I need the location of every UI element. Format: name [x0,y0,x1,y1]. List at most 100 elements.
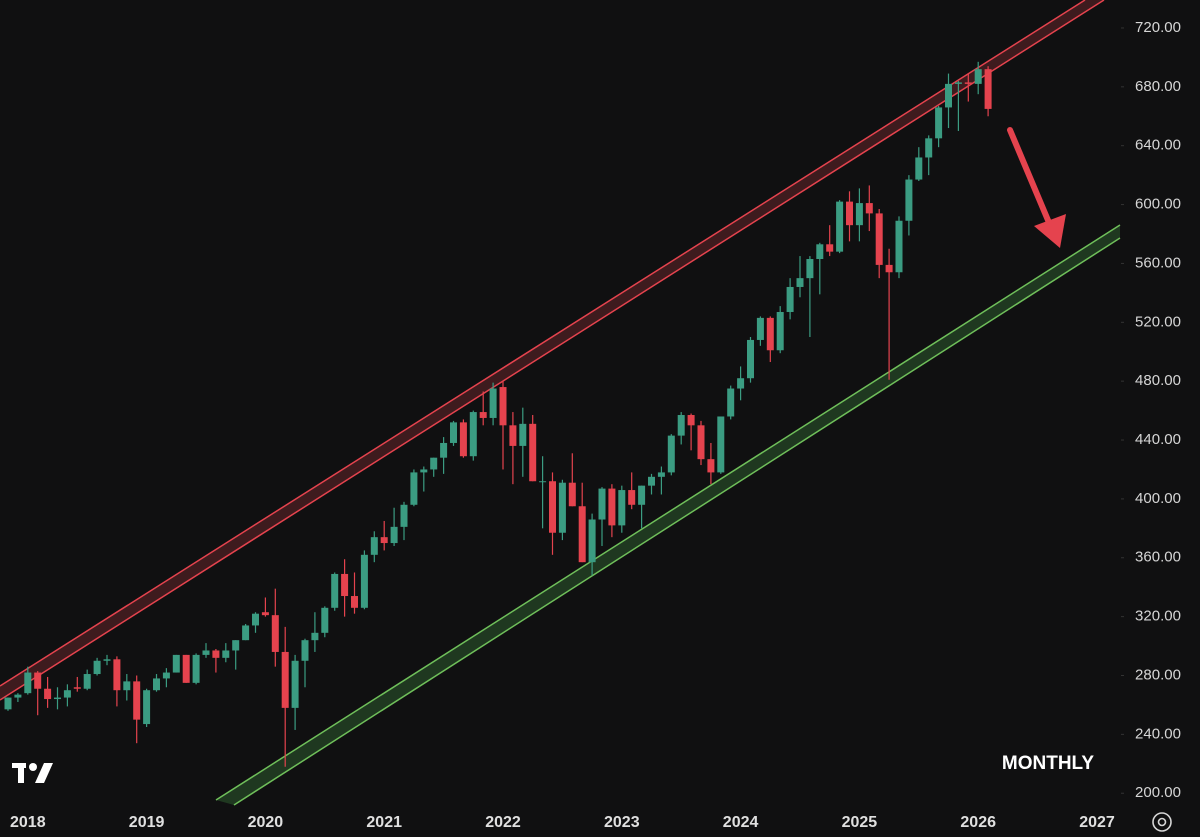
candle-body [836,201,844,252]
candle-body [628,490,636,505]
candle-body [133,681,141,720]
candle-body [271,615,279,652]
candle-body [747,339,754,379]
x-tick-label: 2020 [248,814,284,831]
candle-body [687,415,695,426]
candle-body [756,317,764,340]
candle-body [430,457,438,470]
candle-body [459,422,467,457]
down-arrow [1007,127,1066,248]
candle-body [153,678,160,691]
lower-channel-edge [233,237,1121,806]
candle-body [954,82,962,84]
y-tick-label: 600.00 [1135,196,1181,213]
candle-body [549,481,556,533]
candle-body [360,554,368,608]
candle-body [895,220,903,273]
y-tick-label: 400.00 [1135,490,1181,507]
candle-body [529,423,537,482]
candle-body [420,469,428,473]
candle-body [192,654,200,683]
candle-body [261,612,269,616]
candle-body [935,107,943,139]
logo-part [18,763,24,783]
candle-body [796,278,804,287]
arrow-shaft [1007,127,1053,228]
candle-body [568,482,576,507]
candle-body [232,640,240,651]
candle-body [4,697,12,710]
logo-part [35,763,53,783]
y-tick-label: 360.00 [1135,549,1181,566]
candle-body [83,674,91,689]
candle-body [539,481,547,483]
candle-body [301,640,309,661]
candle-body [380,537,388,544]
candle-body [489,388,497,418]
candle-body [984,69,992,109]
timeframe-label: MONTHLY [1002,753,1095,774]
candle-body [588,519,596,563]
candle-body [202,650,210,655]
candle-body [93,660,101,675]
candle-body [370,537,378,555]
settings-ring[interactable] [1152,812,1172,832]
candle-body [776,311,784,351]
x-tick-label: 2025 [842,814,878,831]
candle-body [974,69,982,84]
x-tick-label: 2022 [485,814,521,831]
settings-icon[interactable] [1152,812,1172,832]
candle-body [905,179,913,221]
candle-body [479,412,487,418]
lower-channel [215,224,1121,806]
candle-body [608,488,616,526]
candle-body [766,317,774,351]
candle-body [252,613,259,626]
candle-body [291,660,299,708]
x-tick-label: 2019 [129,814,165,831]
y-tick-label: 480.00 [1135,372,1181,389]
candle-body [212,650,220,658]
candle-body [875,213,883,265]
candle-body [54,697,61,700]
x-tick-label: 2027 [1079,814,1115,831]
candle-body [14,694,22,698]
candle-body [707,459,715,473]
candle-body [578,506,586,563]
settings-center[interactable] [1157,817,1167,827]
y-tick-label: 560.00 [1135,254,1181,271]
candle-body [657,472,665,477]
upper-channel-edge [0,0,1105,701]
candle-body [321,607,329,633]
candle-body [44,688,52,700]
candle-body [400,504,408,527]
y-tick-label: 280.00 [1135,666,1181,683]
candle-body [667,435,675,473]
candle-body [816,244,824,260]
candle-body [34,672,42,689]
candle-body [469,412,477,457]
candle-body [717,416,725,473]
y-tick-label: 240.00 [1135,725,1181,742]
candle-body [123,681,131,691]
y-tick-label: 640.00 [1135,137,1181,154]
candle-body [598,488,606,520]
candle-body [450,422,457,443]
candle-body [865,203,873,214]
candle-body [390,526,398,544]
candle-body [677,415,685,436]
candle-body [73,687,81,689]
candle-body [351,596,358,608]
candle-body [915,157,923,180]
candle-body [24,672,32,694]
x-tick-label: 2024 [723,814,759,831]
candle-body [143,690,151,725]
arrow-head [1034,214,1066,248]
candle-body [855,203,863,226]
candle-body [945,83,952,108]
candle-body [182,654,190,683]
candle-body [618,490,626,526]
x-tick-label: 2021 [366,814,402,831]
